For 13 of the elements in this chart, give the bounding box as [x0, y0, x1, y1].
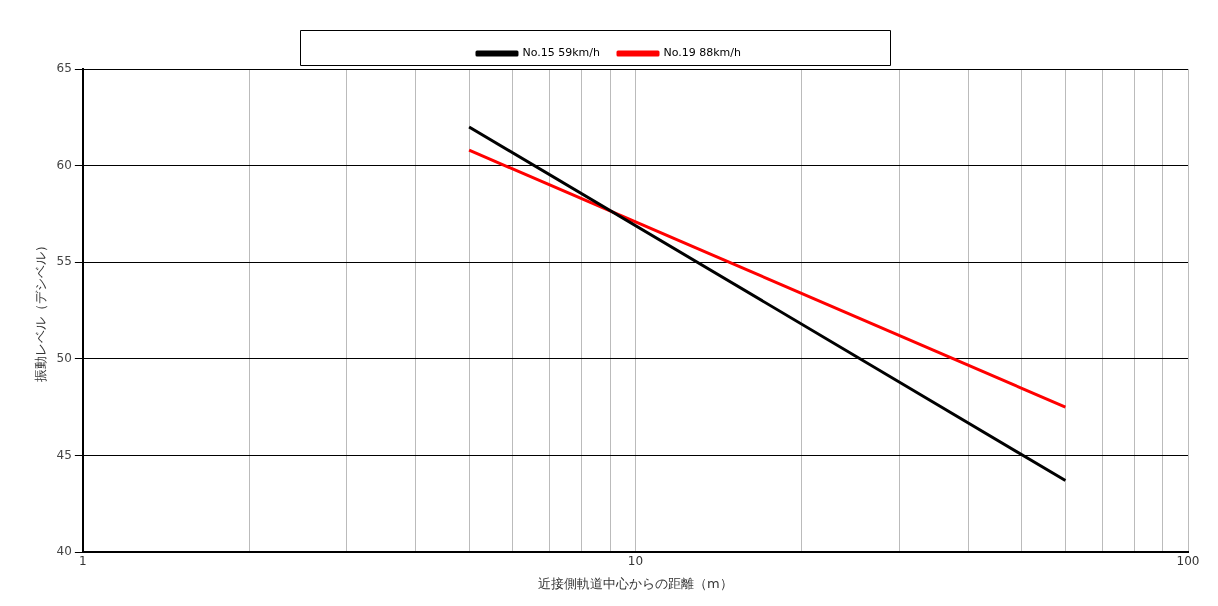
y-tick-label: 40	[56, 544, 72, 559]
x-tick-label: 10	[627, 554, 644, 569]
y-tick-label: 45	[56, 447, 72, 462]
x-axis-title: 近接側軌道中心からの距離（m）	[538, 575, 733, 591]
legend-label: No.15 59km/h	[522, 46, 601, 60]
legend-label: No.19 88km/h	[663, 46, 742, 60]
y-tick-label: 65	[56, 61, 72, 76]
y-axis-title: 振動レベル（デシベル）	[33, 239, 49, 382]
y-tick-label: 50	[56, 350, 72, 365]
x-tick-label: 100	[1176, 554, 1200, 569]
y-tick-label: 60	[56, 157, 72, 172]
x-tick-label: 1	[79, 554, 87, 569]
y-tick-label: 55	[56, 254, 72, 269]
